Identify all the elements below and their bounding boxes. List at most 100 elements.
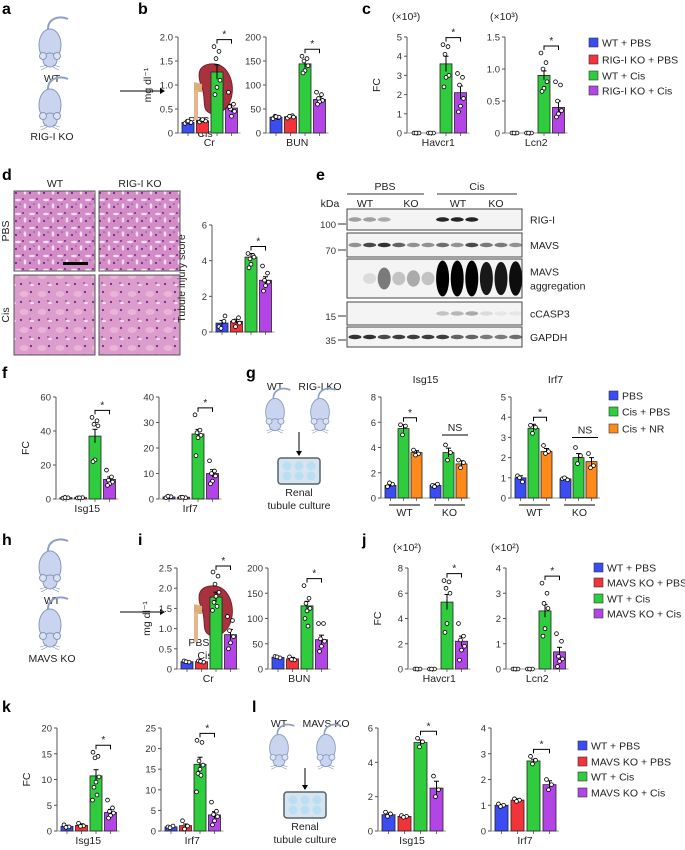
- y-tick-label: 150: [245, 57, 261, 68]
- data-point: [321, 621, 326, 626]
- x-axis-label: BUN: [288, 673, 310, 685]
- y-tick-label: 20: [143, 444, 154, 455]
- y-axis-label: FC: [20, 441, 32, 455]
- data-point: [555, 98, 560, 104]
- data-point: [307, 606, 313, 611]
- kda-marker: 100: [320, 220, 336, 231]
- blot-strip-mavs: MAVS aggregation: [346, 258, 586, 299]
- y-tick-label: 0: [167, 665, 172, 676]
- data-point: [319, 643, 324, 649]
- y-tick-label: 1.5: [487, 33, 500, 44]
- y-scale-label: (×10²): [491, 542, 519, 554]
- blot-band: [363, 217, 377, 222]
- wt-label: WT: [271, 718, 288, 730]
- data-point: [210, 822, 215, 828]
- blot-label: MAVS: [530, 267, 559, 279]
- data-point: [180, 818, 185, 823]
- data-point: [554, 631, 559, 636]
- y-tick-label: 2.0: [159, 584, 172, 595]
- data-point: [263, 283, 268, 288]
- data-point: [245, 251, 251, 256]
- significance-label: *: [100, 399, 104, 411]
- data-point: [194, 789, 199, 795]
- mouse-ear: [316, 753, 324, 761]
- chart-title: Isg15: [413, 374, 439, 386]
- data-point: [458, 637, 463, 643]
- blot-band: [509, 261, 523, 296]
- y-tick-label: 50: [252, 639, 263, 650]
- column-label-wt: WT: [47, 178, 64, 190]
- data-point: [549, 782, 554, 787]
- y-axis-label: FC: [371, 78, 383, 92]
- y-tick-label: 3: [481, 749, 486, 760]
- data-point: [588, 465, 593, 471]
- lane-label: WT: [450, 198, 467, 210]
- data-point: [209, 799, 214, 805]
- data-point: [441, 84, 447, 90]
- chart-c-havcr1: 0 1 2 3 4 5 FC (×10³) Havcr1 *: [371, 11, 470, 149]
- y-tick-label: 0: [481, 827, 486, 838]
- blot-band: [494, 261, 508, 296]
- mouse-ear: [269, 753, 277, 761]
- data-point: [458, 465, 463, 471]
- blot-band: [436, 334, 450, 340]
- data-point: [462, 643, 467, 649]
- legend-swatch: [593, 577, 604, 588]
- significance-label: *: [101, 734, 105, 746]
- legend-swatch: [588, 70, 599, 81]
- significance-bracket: [533, 748, 550, 754]
- blot-strip-frame: [346, 301, 523, 326]
- blot-band: [377, 242, 391, 248]
- mouse-ear: [53, 52, 61, 60]
- panel-letter-i: i: [138, 532, 142, 549]
- data-point: [559, 108, 564, 113]
- y-tick-label: 25: [145, 724, 156, 735]
- chart-g-isg15: 0 2 4 6 8 Isg15 * NS WT KO: [371, 374, 470, 519]
- bar: [271, 656, 285, 670]
- data-point: [445, 44, 451, 49]
- data-point: [528, 422, 533, 428]
- y-tick-label: 0: [47, 827, 52, 838]
- y-tick-label: 15: [145, 765, 156, 776]
- plate-well: [282, 461, 292, 471]
- mouse-tail: [47, 538, 69, 552]
- group-label: WT: [396, 507, 413, 519]
- data-point: [440, 42, 446, 47]
- y-tick-label: 4: [371, 443, 376, 454]
- x-axis-label: Lcn2: [525, 137, 548, 149]
- bar: [526, 760, 541, 832]
- chart-title: Irf7: [548, 374, 563, 386]
- y-tick-label: 1.0: [160, 81, 173, 92]
- data-point: [213, 56, 219, 61]
- y-tick-label: 0: [398, 665, 403, 676]
- data-point: [435, 481, 440, 487]
- plate-well: [312, 795, 322, 805]
- data-point: [287, 113, 292, 119]
- data-point: [89, 415, 95, 420]
- y-tick-label: 20: [145, 744, 156, 755]
- data-point: [197, 427, 203, 433]
- data-point: [414, 666, 420, 672]
- blot-band: [465, 334, 479, 340]
- data-point: [266, 279, 271, 285]
- data-point: [200, 117, 205, 122]
- arrow-head: [160, 88, 165, 94]
- data-point: [436, 787, 441, 793]
- data-point: [222, 313, 228, 319]
- y-tick-label: 60: [40, 393, 51, 404]
- data-point: [457, 657, 462, 663]
- data-point: [246, 265, 252, 271]
- mouse-icon: [38, 538, 69, 593]
- mouse-tail: [272, 387, 291, 399]
- y-tick-label: 6: [202, 221, 207, 232]
- blot-band: [436, 260, 450, 297]
- legend-label: MAVS KO + PBS: [607, 578, 685, 590]
- data-point: [306, 595, 312, 601]
- data-point: [444, 621, 450, 626]
- data-point: [214, 604, 220, 609]
- y-tick-label: 3: [397, 71, 402, 82]
- data-point: [301, 583, 307, 588]
- significance-label: NS: [448, 422, 463, 434]
- data-point: [299, 53, 305, 59]
- data-point: [212, 818, 217, 823]
